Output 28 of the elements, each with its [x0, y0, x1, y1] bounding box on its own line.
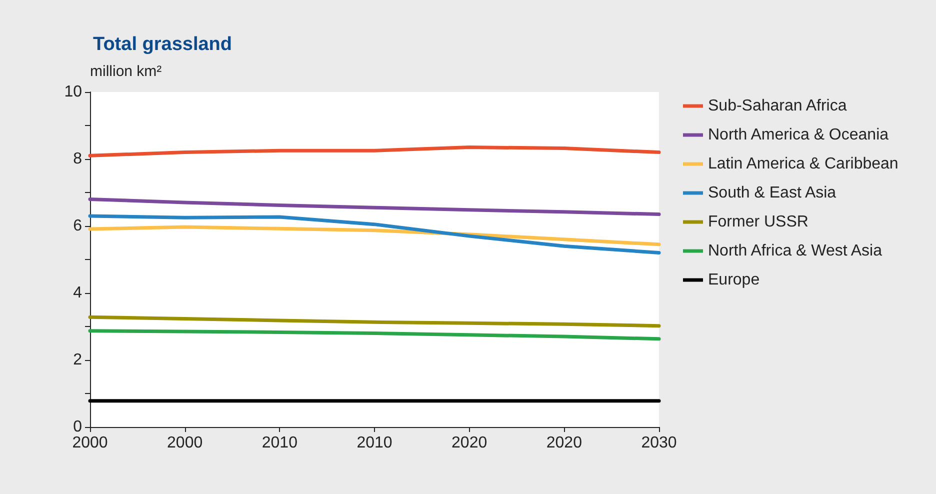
legend-label: North America & Oceania — [708, 126, 889, 144]
legend-label: Former USSR — [708, 214, 808, 230]
line-series — [88, 146, 661, 158]
y-tick-label: 6 — [73, 218, 82, 234]
x-tick-label: 2000 — [167, 434, 203, 452]
line-series — [88, 197, 661, 216]
line-series — [88, 315, 661, 328]
x-tick-label: 2010 — [262, 434, 298, 452]
chart-title: Total grassland — [93, 34, 232, 55]
legend-label: Sub-Saharan Africa — [708, 98, 847, 114]
line-series — [88, 329, 661, 341]
line-series — [88, 225, 661, 246]
legend-label: North Africa & West Asia — [708, 242, 882, 260]
x-tick-label: 2020 — [452, 434, 488, 452]
x-tick-label: 2030 — [641, 434, 677, 452]
y-tick-label: 8 — [73, 150, 82, 168]
y-tick-label: 4 — [73, 284, 82, 302]
legend-label: Latin America & Caribbean — [708, 156, 898, 172]
y-axis-title: million km² — [90, 63, 162, 80]
x-tick-label: 2020 — [546, 434, 582, 452]
y-tick-label: 0 — [73, 418, 82, 436]
x-tick-label: 2010 — [356, 434, 392, 452]
x-tick-label: 2000 — [72, 434, 108, 452]
y-tick-label: 2 — [73, 352, 82, 368]
legend-label: South & East Asia — [708, 184, 836, 202]
legend-label: Europe — [708, 272, 760, 288]
line-series — [88, 214, 661, 255]
y-tick-label: 10 — [64, 84, 82, 100]
